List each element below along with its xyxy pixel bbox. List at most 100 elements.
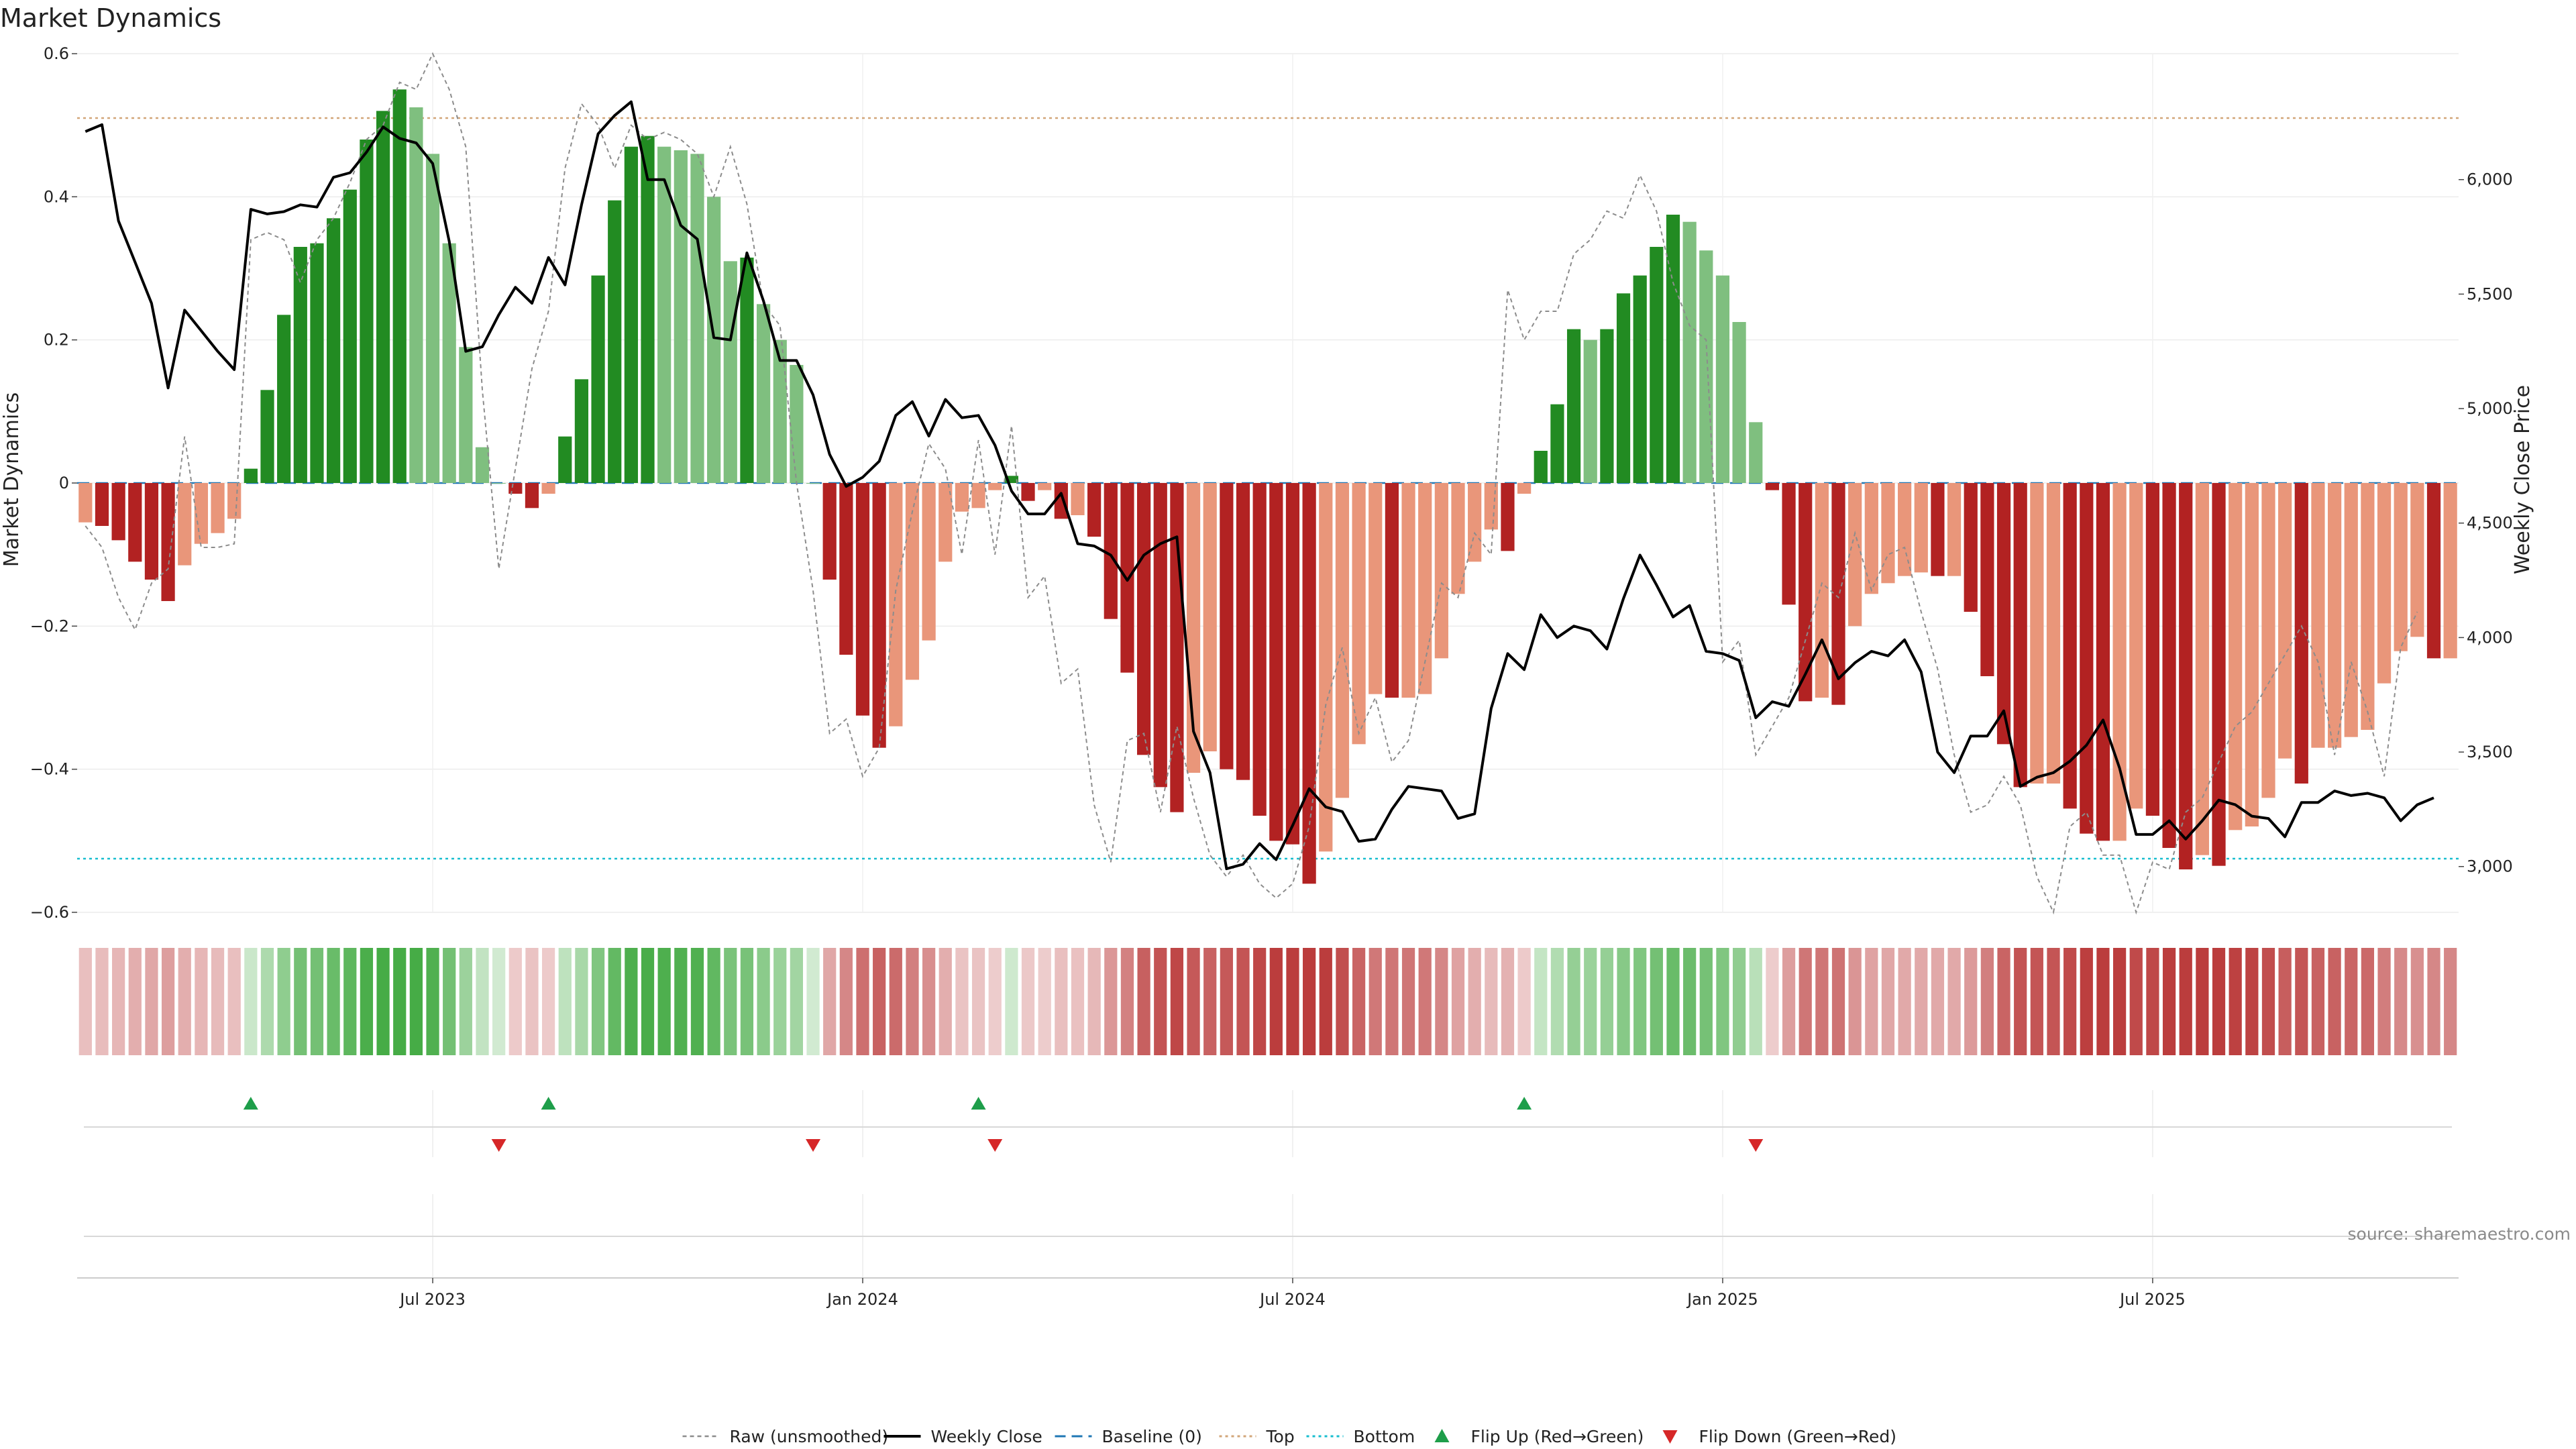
bar — [955, 483, 969, 512]
legend-swatch — [1434, 1429, 1450, 1442]
bar — [822, 483, 837, 580]
bar — [475, 447, 490, 483]
heat-cell — [1269, 948, 1283, 1055]
heat-cell — [525, 948, 539, 1055]
x-tick-label: Jul 2025 — [2118, 1290, 2186, 1309]
bar — [1765, 483, 1780, 490]
heat-cell — [128, 948, 142, 1055]
raw-line — [85, 52, 2418, 915]
bar — [574, 379, 589, 483]
bar — [1302, 483, 1316, 884]
bar — [144, 483, 159, 580]
bar — [1517, 483, 1532, 494]
heat-cell — [294, 948, 307, 1055]
heat-cell — [1286, 948, 1299, 1055]
x-tick-label: Jan 2024 — [826, 1290, 898, 1309]
bar — [508, 483, 523, 494]
bar — [1368, 483, 1383, 694]
bar — [2410, 483, 2424, 637]
bar — [1931, 483, 1945, 576]
heat-cell — [1303, 948, 1316, 1055]
heat-cell — [625, 948, 638, 1055]
heat-cell — [806, 948, 820, 1055]
bar — [740, 258, 754, 483]
heat-cell — [1336, 948, 1349, 1055]
bar — [1335, 483, 1350, 798]
bar — [657, 146, 672, 483]
heat-cell — [327, 948, 340, 1055]
bar — [855, 483, 870, 716]
bar — [1898, 483, 1912, 576]
heat-cell — [1368, 948, 1382, 1055]
flip-down-marker — [806, 1139, 821, 1152]
bar — [1980, 483, 1994, 676]
bar — [641, 136, 655, 483]
heat-cell — [2080, 948, 2093, 1055]
heat-cell — [641, 948, 655, 1055]
heat-cell — [1236, 948, 1250, 1055]
bar — [1864, 483, 1878, 594]
bar — [327, 218, 341, 483]
heat-cell — [2146, 948, 2159, 1055]
heat-cell — [2129, 948, 2143, 1055]
bar — [1583, 339, 1597, 483]
bar — [1136, 483, 1151, 755]
weekly-close-series — [85, 100, 2434, 871]
bar — [839, 483, 853, 655]
bar — [872, 483, 886, 748]
heat-cell — [2328, 948, 2341, 1055]
bar — [1501, 483, 1515, 551]
bar — [2030, 483, 2044, 784]
heat-cell — [1385, 948, 1399, 1055]
bar — [1815, 483, 1829, 698]
bar — [1566, 329, 1581, 483]
heat-cell — [1964, 948, 1978, 1055]
bar — [1749, 422, 1763, 483]
bar — [1782, 483, 1796, 605]
bar — [2426, 483, 2441, 659]
heat-cell — [873, 948, 886, 1055]
heat-cell — [2361, 948, 2375, 1055]
heat-cell — [1931, 948, 1945, 1055]
bar — [1600, 329, 1614, 483]
heat-cell — [1220, 948, 1233, 1055]
heat-cell — [492, 948, 506, 1055]
bar — [2212, 483, 2226, 866]
bar — [1285, 483, 1300, 845]
heat-cell — [443, 948, 456, 1055]
bar — [2443, 483, 2457, 659]
bar — [1831, 483, 1845, 705]
heat-cell — [2295, 948, 2308, 1055]
y-tick-label: −0.6 — [30, 903, 69, 922]
bar — [1650, 247, 1664, 483]
heat-cell — [2410, 948, 2424, 1055]
heat-cell — [1005, 948, 1018, 1055]
y2-axis-label: Weekly Close Price — [2511, 385, 2534, 574]
legend-item-flipup: Flip Up (Red→Green) — [1434, 1427, 1644, 1446]
heat-cell — [1749, 948, 1762, 1055]
flip-down-marker — [1748, 1139, 1764, 1152]
bar — [591, 275, 605, 483]
heat-cell — [558, 948, 572, 1055]
heat-cell — [2014, 948, 2027, 1055]
heat-cell — [1584, 948, 1597, 1055]
heat-cell — [1915, 948, 1928, 1055]
bar — [756, 304, 771, 483]
bar — [2311, 483, 2325, 748]
bar — [2361, 483, 2375, 730]
heat-cell — [1154, 948, 1167, 1055]
bar — [723, 261, 737, 483]
bar — [2046, 483, 2061, 784]
bar — [161, 483, 175, 601]
heat-cell — [1038, 948, 1051, 1055]
heat-cell — [1418, 948, 1432, 1055]
bar — [938, 483, 953, 562]
heat-cell — [906, 948, 919, 1055]
bar — [1087, 483, 1102, 537]
flip-markers-panel — [84, 1090, 2452, 1157]
bar — [425, 154, 440, 484]
heat-cell — [1666, 948, 1680, 1055]
heat-cell — [1550, 948, 1564, 1055]
heat-cell — [674, 948, 688, 1055]
heat-cell — [1319, 948, 1332, 1055]
